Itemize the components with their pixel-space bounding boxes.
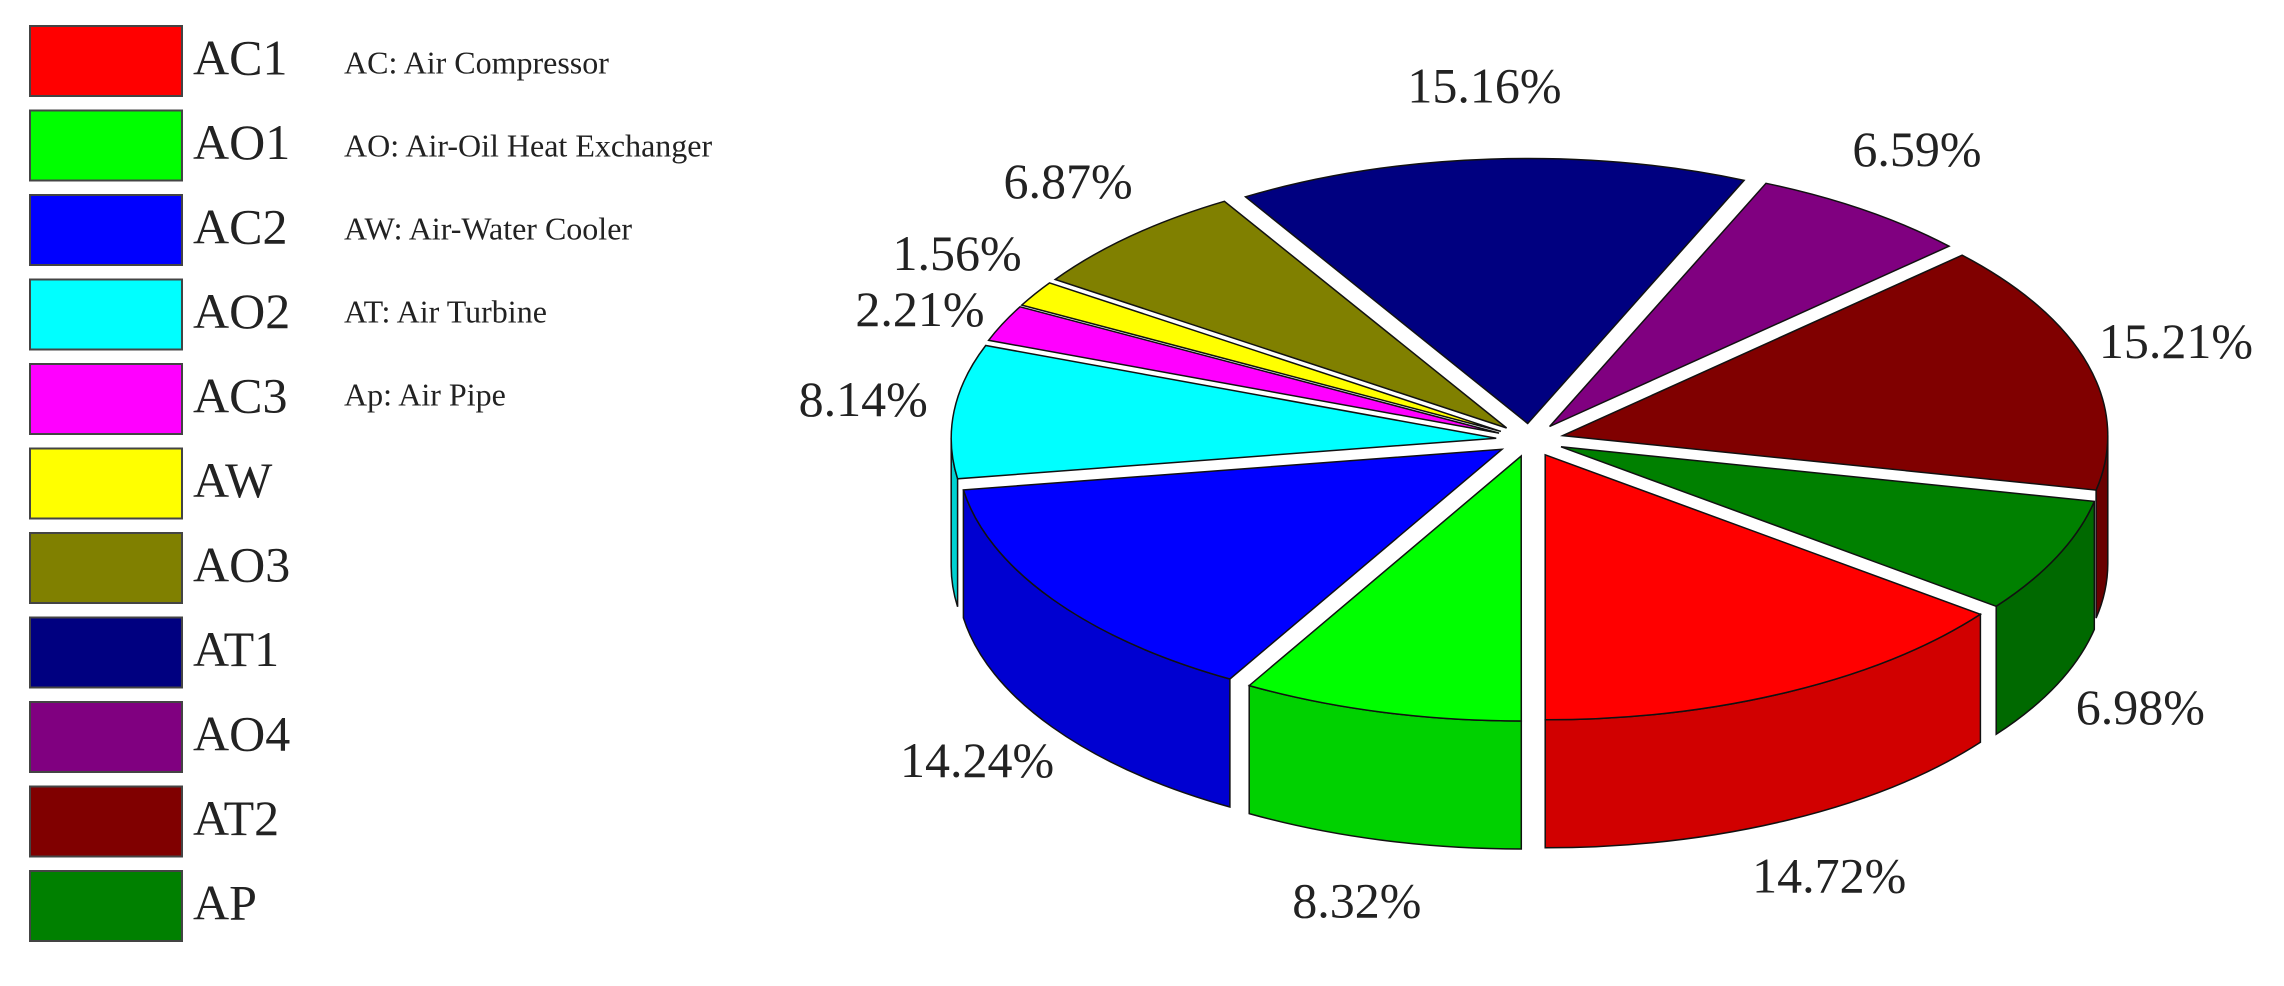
legend-swatch — [29, 109, 183, 182]
legend-label: AO2 — [193, 283, 290, 339]
value-label: 14.24% — [900, 732, 1054, 788]
legend-label: AC1 — [193, 29, 287, 85]
value-label: 6.98% — [2076, 679, 2205, 735]
value-label: 6.59% — [1852, 121, 1981, 177]
legend-swatch — [29, 447, 183, 520]
value-label: 6.87% — [1004, 153, 1133, 209]
legend: AC1 AO1 AC2 AO2 AC3 AW AO3 AT1 AO4 AT2 AP AC: Air C… — [29, 25, 712, 942]
pie-slice — [1053, 200, 1508, 429]
legend-swatch — [29, 616, 183, 689]
pie-slice — [1549, 182, 1951, 428]
value-label: 8.14% — [799, 371, 928, 427]
annotation: Ap: Air Pipe — [344, 376, 506, 412]
value-label: 2.21% — [855, 281, 984, 337]
legend-swatch — [29, 278, 183, 351]
legend-label: AO4 — [193, 705, 290, 761]
legend-label: AO3 — [193, 536, 290, 592]
pie-slice — [950, 344, 1497, 480]
pie-slice — [1020, 282, 1502, 433]
legend-label: AC3 — [193, 367, 287, 423]
legend-label: AO1 — [193, 114, 290, 170]
pie-slice — [962, 448, 1505, 680]
annotation: AT: Air Turbine — [344, 293, 547, 329]
pie-slice — [1559, 254, 2109, 491]
pie-tops — [950, 157, 2109, 722]
value-label: 14.72% — [1752, 848, 1906, 904]
value-label: 8.32% — [1292, 872, 1421, 928]
legend-label: AC2 — [193, 198, 287, 254]
legend-label: AT2 — [193, 790, 279, 846]
legend-swatch — [29, 25, 183, 97]
pie-slice — [987, 305, 1500, 434]
value-label: 15.16% — [1407, 57, 1561, 113]
annotation: AO: Air-Oil Heat Exchanger — [344, 127, 712, 163]
pie-slice — [1560, 446, 2096, 608]
legend-label: AT1 — [193, 621, 279, 677]
legend-label: AW — [193, 452, 273, 508]
legend-swatch — [29, 194, 183, 266]
legend-swatch — [29, 785, 183, 858]
annotation: AC: Air Compressor — [344, 44, 609, 80]
pie-walls — [950, 435, 2109, 850]
pie-slice — [1247, 454, 1523, 722]
legend-swatch — [29, 532, 183, 604]
annotation: AW: Air-Water Cooler — [344, 210, 632, 246]
pie-slice — [1544, 453, 1983, 721]
pie-slice — [1243, 157, 1746, 425]
value-label: 1.56% — [892, 225, 1021, 281]
legend-swatch — [29, 363, 183, 435]
legend-swatch — [29, 701, 183, 773]
value-label: 15.21% — [2099, 313, 2253, 369]
legend-label: AP — [193, 874, 257, 930]
legend-swatch — [29, 870, 183, 942]
value-labels: 14.72% 8.32% 14.24% 8.14% 2.21%1.56% 6.87% 15.… — [799, 57, 2253, 928]
